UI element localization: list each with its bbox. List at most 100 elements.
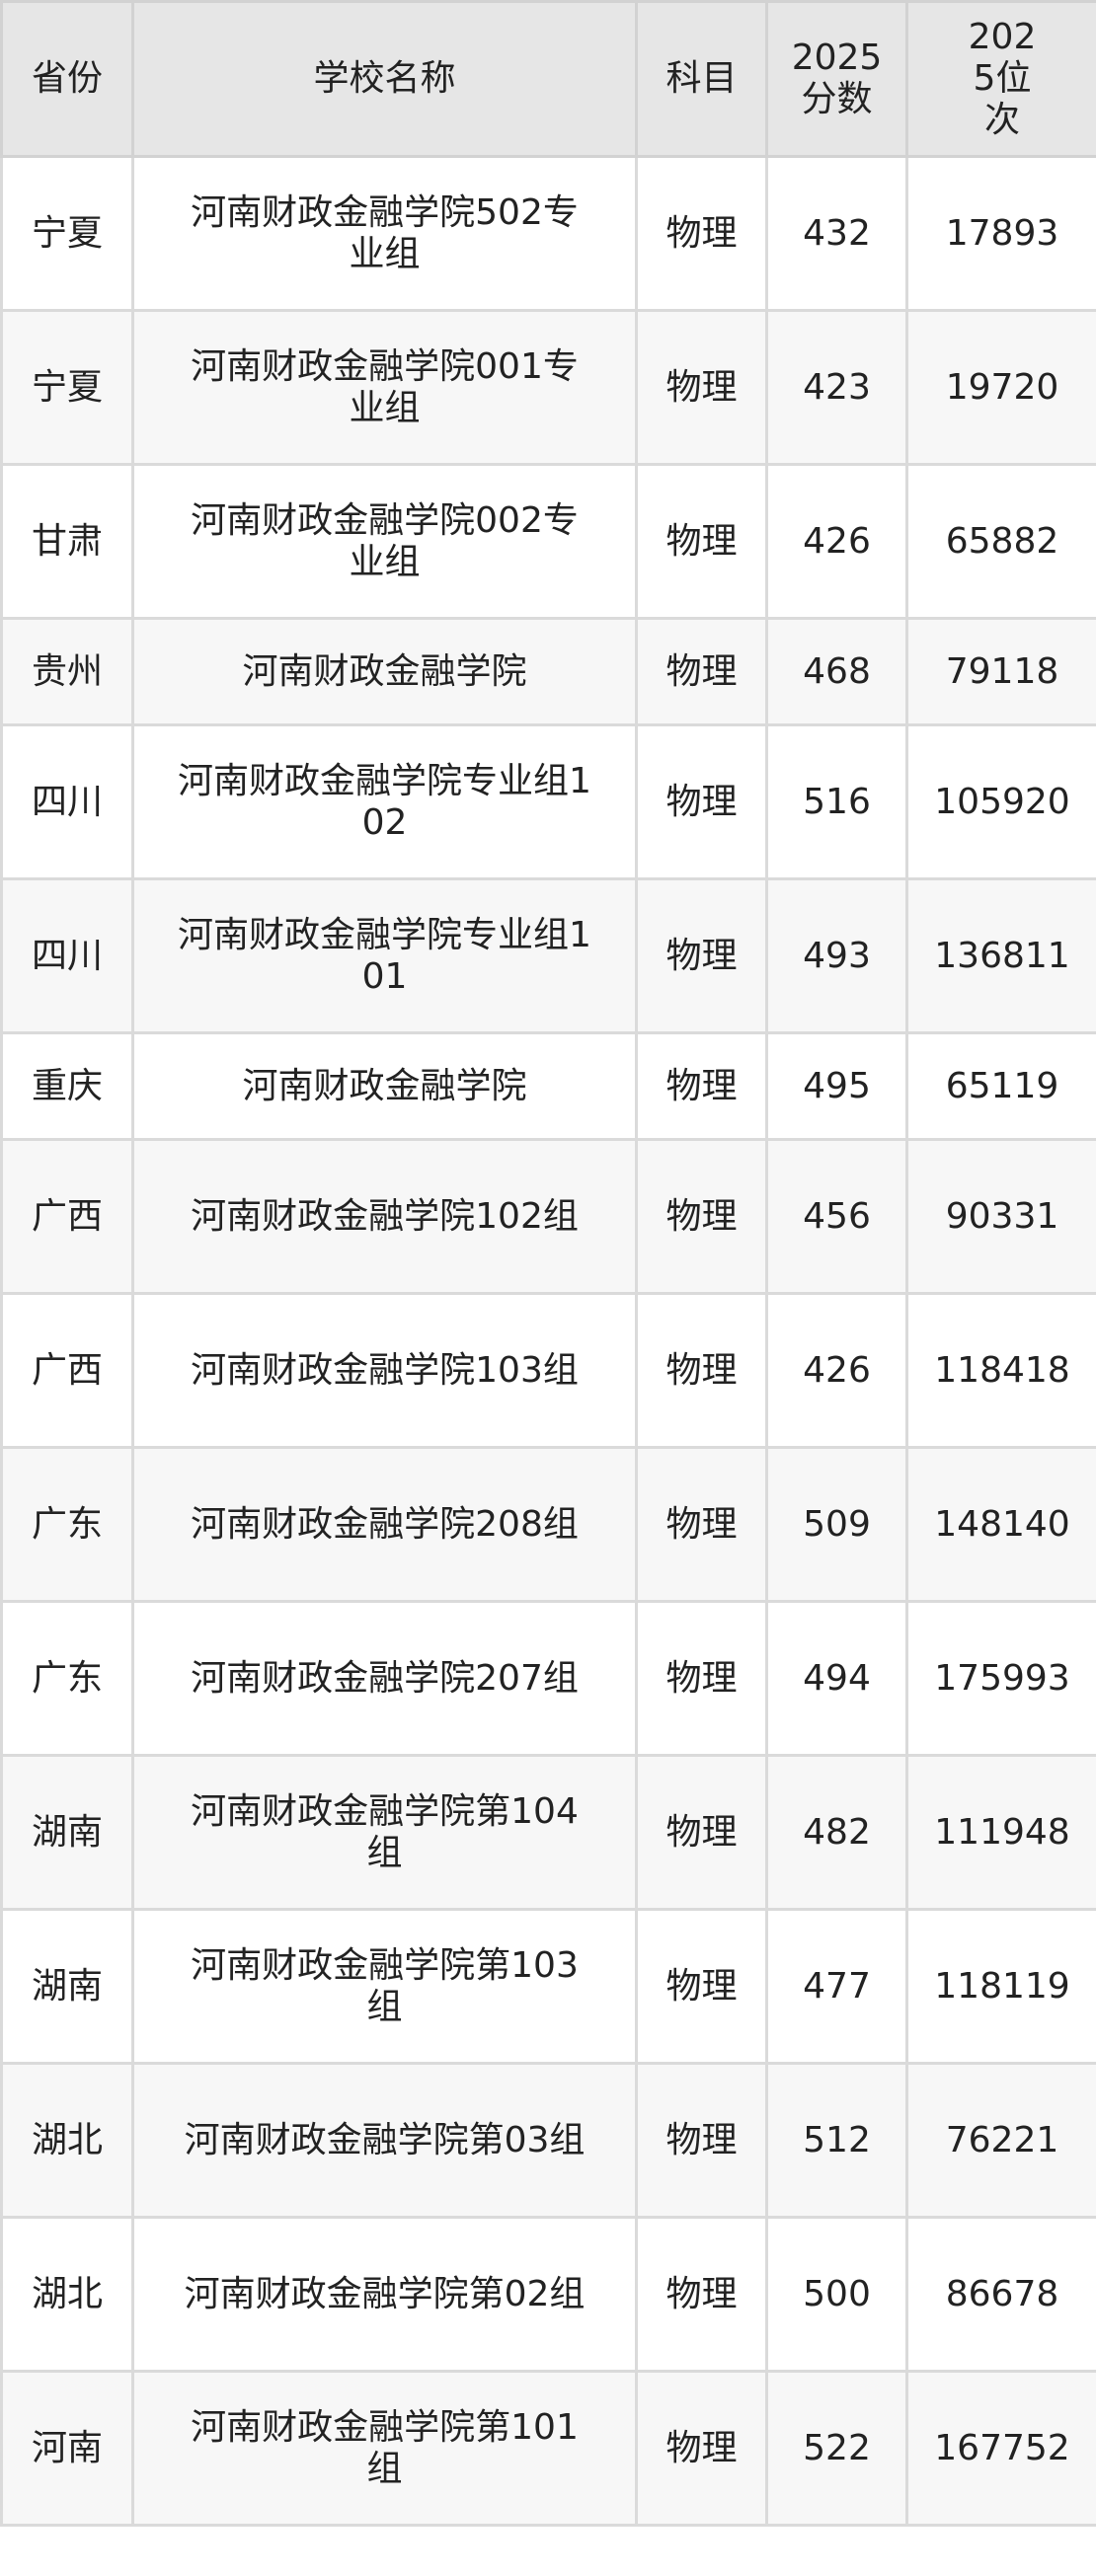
province-cell: 湖北 [0, 2062, 134, 2219]
school-cell: 河南财政金融学院第103组 [131, 1908, 638, 2065]
province-cell: 广西 [0, 1138, 134, 1295]
province-cell: 宁夏 [0, 309, 134, 466]
rank-cell: 86678 [905, 2216, 1096, 2373]
score-cell: 426 [765, 1292, 908, 1449]
table-row: 甘肃 河南财政金融学院002专业组 物理 426 65882 [0, 463, 1096, 620]
table-row: 湖北 河南财政金融学院第03组 物理 512 76221 [0, 2062, 1096, 2219]
province-cell: 广东 [0, 1446, 134, 1603]
school-cell: 河南财政金融学院502专业组 [131, 155, 638, 312]
province-cell: 甘肃 [0, 463, 134, 620]
province-cell: 湖北 [0, 2216, 134, 2373]
score-cell: 509 [765, 1446, 908, 1603]
header-row: 省份 学校名称 科目 2025分数 2025位次 [0, 0, 1096, 158]
subject-cell: 物理 [635, 1031, 768, 1141]
table-row: 广东 河南财政金融学院208组 物理 509 148140 [0, 1446, 1096, 1603]
school-cell: 河南财政金融学院103组 [131, 1292, 638, 1449]
rank-cell: 65882 [905, 463, 1096, 620]
score-cell: 482 [765, 1754, 908, 1911]
subject-cell: 物理 [635, 723, 768, 880]
subject-cell: 物理 [635, 155, 768, 312]
score-cell: 426 [765, 463, 908, 620]
subject-cell: 物理 [635, 463, 768, 620]
score-cell: 477 [765, 1908, 908, 2065]
subject-cell: 物理 [635, 309, 768, 466]
school-cell: 河南财政金融学院专业组101 [131, 877, 638, 1034]
school-cell: 河南财政金融学院专业组102 [131, 723, 638, 880]
table-row: 贵州 河南财政金融学院 物理 468 79118 [0, 617, 1096, 726]
rank-cell: 118119 [905, 1908, 1096, 2065]
province-cell: 湖南 [0, 1754, 134, 1911]
province-cell: 宁夏 [0, 155, 134, 312]
table-row: 河南 河南财政金融学院第101组 物理 522 167752 [0, 2370, 1096, 2527]
header-subject: 科目 [635, 0, 768, 158]
rank-cell: 111948 [905, 1754, 1096, 1911]
school-cell: 河南财政金融学院 [131, 617, 638, 726]
subject-cell: 物理 [635, 1138, 768, 1295]
school-cell: 河南财政金融学院第104组 [131, 1754, 638, 1911]
province-cell: 湖南 [0, 1908, 134, 2065]
table-row: 广西 河南财政金融学院102组 物理 456 90331 [0, 1138, 1096, 1295]
school-cell: 河南财政金融学院002专业组 [131, 463, 638, 620]
rank-cell: 65119 [905, 1031, 1096, 1141]
rank-cell: 17893 [905, 155, 1096, 312]
table-row: 湖南 河南财政金融学院第103组 物理 477 118119 [0, 1908, 1096, 2065]
rank-cell: 76221 [905, 2062, 1096, 2219]
rank-cell: 79118 [905, 617, 1096, 726]
header-province: 省份 [0, 0, 134, 158]
subject-cell: 物理 [635, 1292, 768, 1449]
header-school: 学校名称 [131, 0, 638, 158]
table-row: 湖北 河南财政金融学院第02组 物理 500 86678 [0, 2216, 1096, 2373]
rank-cell: 90331 [905, 1138, 1096, 1295]
rank-cell: 105920 [905, 723, 1096, 880]
header-rank: 2025位次 [905, 0, 1096, 158]
province-cell: 广东 [0, 1600, 134, 1757]
school-cell: 河南财政金融学院102组 [131, 1138, 638, 1295]
school-cell: 河南财政金融学院208组 [131, 1446, 638, 1603]
score-cell: 494 [765, 1600, 908, 1757]
rank-cell: 148140 [905, 1446, 1096, 1603]
table-row: 宁夏 河南财政金融学院001专业组 物理 423 19720 [0, 309, 1096, 466]
province-cell: 河南 [0, 2370, 134, 2527]
table-row: 四川 河南财政金融学院专业组102 物理 516 105920 [0, 723, 1096, 880]
province-cell: 广西 [0, 1292, 134, 1449]
header-score: 2025分数 [765, 0, 908, 158]
subject-cell: 物理 [635, 1754, 768, 1911]
school-cell: 河南财政金融学院207组 [131, 1600, 638, 1757]
table-row: 广西 河南财政金融学院103组 物理 426 118418 [0, 1292, 1096, 1449]
score-cell: 500 [765, 2216, 908, 2373]
subject-cell: 物理 [635, 1446, 768, 1603]
score-cell: 522 [765, 2370, 908, 2527]
school-cell: 河南财政金融学院 [131, 1031, 638, 1141]
province-cell: 重庆 [0, 1031, 134, 1141]
rank-cell: 118418 [905, 1292, 1096, 1449]
subject-cell: 物理 [635, 1908, 768, 2065]
table-row: 四川 河南财政金融学院专业组101 物理 493 136811 [0, 877, 1096, 1034]
school-cell: 河南财政金融学院第03组 [131, 2062, 638, 2219]
province-cell: 四川 [0, 723, 134, 880]
score-cell: 456 [765, 1138, 908, 1295]
table-row: 湖南 河南财政金融学院第104组 物理 482 111948 [0, 1754, 1096, 1911]
subject-cell: 物理 [635, 617, 768, 726]
subject-cell: 物理 [635, 2062, 768, 2219]
score-cell: 432 [765, 155, 908, 312]
subject-cell: 物理 [635, 2370, 768, 2527]
school-cell: 河南财政金融学院001专业组 [131, 309, 638, 466]
school-cell: 河南财政金融学院第02组 [131, 2216, 638, 2373]
subject-cell: 物理 [635, 1600, 768, 1757]
province-cell: 贵州 [0, 617, 134, 726]
score-cell: 516 [765, 723, 908, 880]
score-cell: 495 [765, 1031, 908, 1141]
table-row: 宁夏 河南财政金融学院502专业组 物理 432 17893 [0, 155, 1096, 312]
score-cell: 423 [765, 309, 908, 466]
rank-cell: 136811 [905, 877, 1096, 1034]
subject-cell: 物理 [635, 2216, 768, 2373]
score-cell: 512 [765, 2062, 908, 2219]
subject-cell: 物理 [635, 877, 768, 1034]
school-cell: 河南财政金融学院第101组 [131, 2370, 638, 2527]
table-row: 广东 河南财政金融学院207组 物理 494 175993 [0, 1600, 1096, 1757]
rank-cell: 175993 [905, 1600, 1096, 1757]
table-row: 重庆 河南财政金融学院 物理 495 65119 [0, 1031, 1096, 1141]
score-cell: 493 [765, 877, 908, 1034]
rank-cell: 167752 [905, 2370, 1096, 2527]
